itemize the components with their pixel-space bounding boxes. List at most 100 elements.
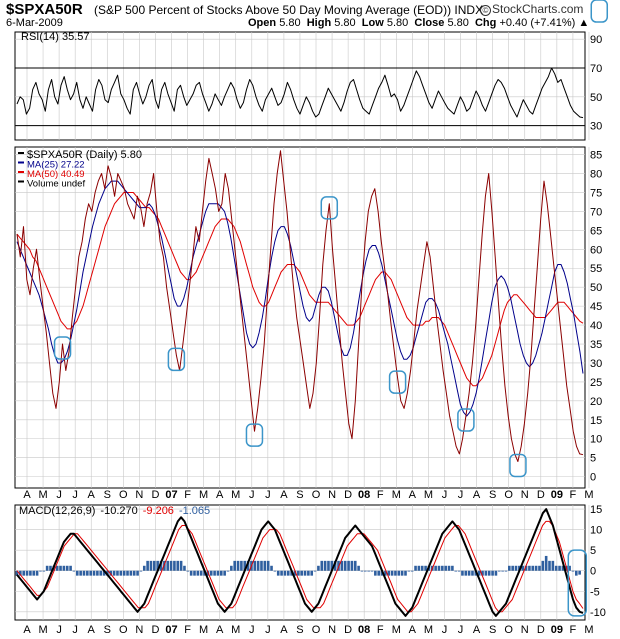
chart-ticker: $SPXA50R (6, 1, 83, 18)
price-x-tick-label: D (537, 489, 545, 501)
macd-x-tick-label: A (216, 624, 224, 636)
macd-x-tick-label: J (458, 624, 464, 636)
macd-histogram-bar (340, 560, 344, 571)
price-x-tick-label: M (199, 489, 208, 501)
highlight-circle (590, 0, 609, 23)
price-x-tick-label: A (88, 489, 96, 501)
macd-histogram-bar (571, 570, 575, 572)
rsi-legend: RSI(14) 35.57 (21, 31, 89, 43)
macd-x-tick-label: M (231, 624, 240, 636)
macd-histogram-bar (196, 570, 200, 576)
macd-x-tick-label: M (392, 624, 401, 636)
macd-histogram-bar (276, 570, 280, 576)
macd-histogram-bar (19, 570, 22, 576)
price-x-tick-label: 07 (165, 489, 177, 501)
macd-histogram-bar (310, 570, 314, 576)
highlight-circle (457, 408, 475, 432)
macd-histogram-bar (236, 560, 240, 571)
macd-x-tick-label: F (184, 624, 191, 636)
highlight-circle (167, 347, 186, 372)
high-label: High (306, 17, 332, 29)
macd-x-tick-label: A (473, 624, 481, 636)
highlight-circle (388, 370, 407, 394)
macd-histogram-bar (387, 570, 391, 576)
macd-histogram-bar (193, 570, 196, 576)
macd-histogram-bar (136, 570, 139, 576)
legend-swatch (18, 180, 24, 183)
macd-histogram-bar (132, 570, 136, 576)
macd-histogram-bar (173, 560, 176, 571)
macd-legend-value: -10.270 (100, 505, 137, 517)
macd-histogram-bar (266, 560, 270, 571)
macd-histogram-bar (467, 570, 471, 576)
price-y-tick-label: 55 (590, 263, 602, 275)
macd-x-tick-label: J (249, 624, 255, 636)
macd-histogram-bar (461, 570, 464, 576)
macd-histogram-bar (357, 565, 360, 571)
high-value: 5.80 (334, 17, 356, 29)
price-y-tick-label: 75 (590, 187, 602, 199)
macd-histogram-bar (484, 570, 488, 576)
macd-histogram-bar (82, 570, 86, 576)
price-y-tick-label: 5 (590, 453, 596, 465)
macd-histogram-bar (219, 570, 223, 576)
ma25-line (16, 180, 584, 417)
macd-histogram-bar (521, 565, 525, 571)
price-x-tick-label: M (424, 489, 433, 501)
macd-histogram-bar (477, 570, 481, 576)
price-x-tick-label: J (265, 489, 271, 501)
price-y-tick-label: 60 (590, 244, 602, 256)
macd-histogram-bar (29, 570, 32, 576)
legend-swatch (18, 171, 24, 173)
macd-histogram-bar (558, 565, 561, 571)
highlight-circle (245, 423, 264, 447)
macd-histogram-bar (72, 570, 76, 572)
macd-histogram-bar (374, 570, 377, 576)
macd-histogram-bar (270, 565, 273, 571)
macd-histogram-bar (548, 560, 551, 571)
rsi-y-tick-label: 30 (590, 121, 602, 133)
macd-x-tick-label: A (409, 624, 417, 636)
macd-histogram-bar (575, 570, 578, 576)
macd-y-tick-label: 5 (590, 545, 596, 557)
price-x-tick-label: J (249, 489, 255, 501)
macd-histogram-bar (169, 560, 173, 571)
price-x-tick-label: A (409, 489, 417, 501)
brand-logo[interactable]: © StockCharts.com (480, 2, 583, 16)
macd-histogram-bar (122, 570, 126, 576)
macd-histogram-bar (69, 565, 72, 571)
macd-histogram-bar (451, 565, 454, 571)
macd-y-tick-label: -10 (590, 607, 606, 619)
price-line (16, 150, 584, 462)
macd-histogram-bar (541, 560, 545, 571)
macd-histogram-bar (129, 570, 133, 576)
rsi-line (16, 67, 584, 119)
ma50-line (16, 192, 584, 387)
macd-histogram-bar (126, 570, 129, 576)
macd-histogram-bar (75, 570, 79, 576)
macd-histogram-bar (243, 560, 247, 571)
macd-histogram-bar (404, 570, 407, 576)
price-y-tick-label: 15 (590, 415, 602, 427)
macd-x-tick-label: A (88, 624, 96, 636)
macd-histogram-bar (189, 570, 193, 576)
macd-histogram-bar (213, 570, 216, 576)
macd-histogram-bar (199, 570, 203, 576)
macd-histogram-bar (397, 570, 401, 576)
macd-histogram-bar (300, 570, 303, 576)
macd-histogram-bar (481, 570, 484, 576)
price-y-tick-label: 0 (590, 472, 596, 484)
price-x-tick-label: A (216, 489, 224, 501)
macd-x-tick-label: 09 (551, 624, 563, 636)
macd-histogram-bar (186, 570, 190, 572)
macd-histogram-bar (280, 570, 283, 576)
macd-histogram-bar (508, 565, 511, 571)
macd-histogram-bar (149, 560, 153, 571)
price-x-tick-label: D (344, 489, 352, 501)
price-x-tick-label: 08 (358, 489, 370, 501)
brand-name: StockCharts.com (492, 2, 584, 16)
macd-histogram-bar (307, 570, 310, 576)
macd-histogram-bar (146, 560, 149, 571)
price-x-tick-label: J (56, 489, 62, 501)
